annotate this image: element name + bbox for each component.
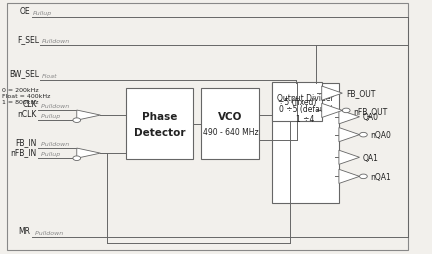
Text: MR: MR bbox=[18, 226, 30, 235]
Text: 0 ÷5 (default): 0 ÷5 (default) bbox=[279, 105, 333, 114]
Text: Detector: Detector bbox=[134, 127, 185, 137]
Circle shape bbox=[359, 133, 367, 137]
Text: nFB_OUT: nFB_OUT bbox=[353, 106, 388, 116]
Text: Float: Float bbox=[41, 73, 57, 78]
Text: FB_IN: FB_IN bbox=[16, 137, 37, 147]
Polygon shape bbox=[77, 110, 100, 121]
Circle shape bbox=[73, 118, 81, 123]
Polygon shape bbox=[339, 151, 359, 165]
Polygon shape bbox=[339, 110, 359, 124]
Text: Pullup: Pullup bbox=[39, 114, 60, 119]
Text: Output Divider: Output Divider bbox=[277, 93, 334, 102]
Text: 1 = 800kHz: 1 = 800kHz bbox=[3, 99, 39, 104]
Text: Pulldown: Pulldown bbox=[41, 39, 70, 44]
Bar bbox=[201, 89, 259, 160]
Text: OE: OE bbox=[20, 7, 30, 16]
Text: ÷5 (fixed): ÷5 (fixed) bbox=[278, 98, 316, 107]
Bar bbox=[126, 89, 193, 160]
Text: nQA1: nQA1 bbox=[371, 172, 391, 181]
Text: Phase: Phase bbox=[142, 112, 177, 122]
Text: FB_OUT: FB_OUT bbox=[346, 89, 375, 98]
Bar bbox=[272, 83, 322, 122]
Text: Pulldown: Pulldown bbox=[39, 141, 70, 147]
Text: BW_SEL: BW_SEL bbox=[9, 69, 39, 78]
Circle shape bbox=[73, 156, 81, 161]
Text: 1 ÷4: 1 ÷4 bbox=[296, 115, 315, 124]
Text: nFB_IN: nFB_IN bbox=[10, 148, 37, 156]
Text: Pulldown: Pulldown bbox=[39, 104, 70, 108]
Polygon shape bbox=[339, 170, 359, 184]
Text: nCLK: nCLK bbox=[17, 110, 37, 119]
Text: F_SEL: F_SEL bbox=[17, 35, 39, 44]
Text: 490 - 640 MHz: 490 - 640 MHz bbox=[203, 128, 258, 137]
Circle shape bbox=[342, 109, 350, 113]
Text: Pullup: Pullup bbox=[39, 152, 60, 156]
Polygon shape bbox=[339, 128, 359, 142]
Circle shape bbox=[359, 174, 367, 179]
Text: Pulldown: Pulldown bbox=[33, 230, 63, 235]
Text: 0 = 200kHz: 0 = 200kHz bbox=[3, 88, 39, 93]
Polygon shape bbox=[77, 149, 100, 158]
Text: Pullup: Pullup bbox=[33, 11, 52, 16]
Text: Float = 400kHz: Float = 400kHz bbox=[3, 93, 51, 99]
Polygon shape bbox=[322, 104, 342, 118]
Polygon shape bbox=[322, 87, 342, 101]
Bar bbox=[272, 84, 339, 203]
Text: nQA0: nQA0 bbox=[371, 131, 391, 140]
Text: QA1: QA1 bbox=[363, 153, 379, 162]
Text: CLK: CLK bbox=[22, 100, 37, 108]
Text: QA0: QA0 bbox=[363, 113, 379, 122]
Text: VCO: VCO bbox=[218, 112, 243, 122]
